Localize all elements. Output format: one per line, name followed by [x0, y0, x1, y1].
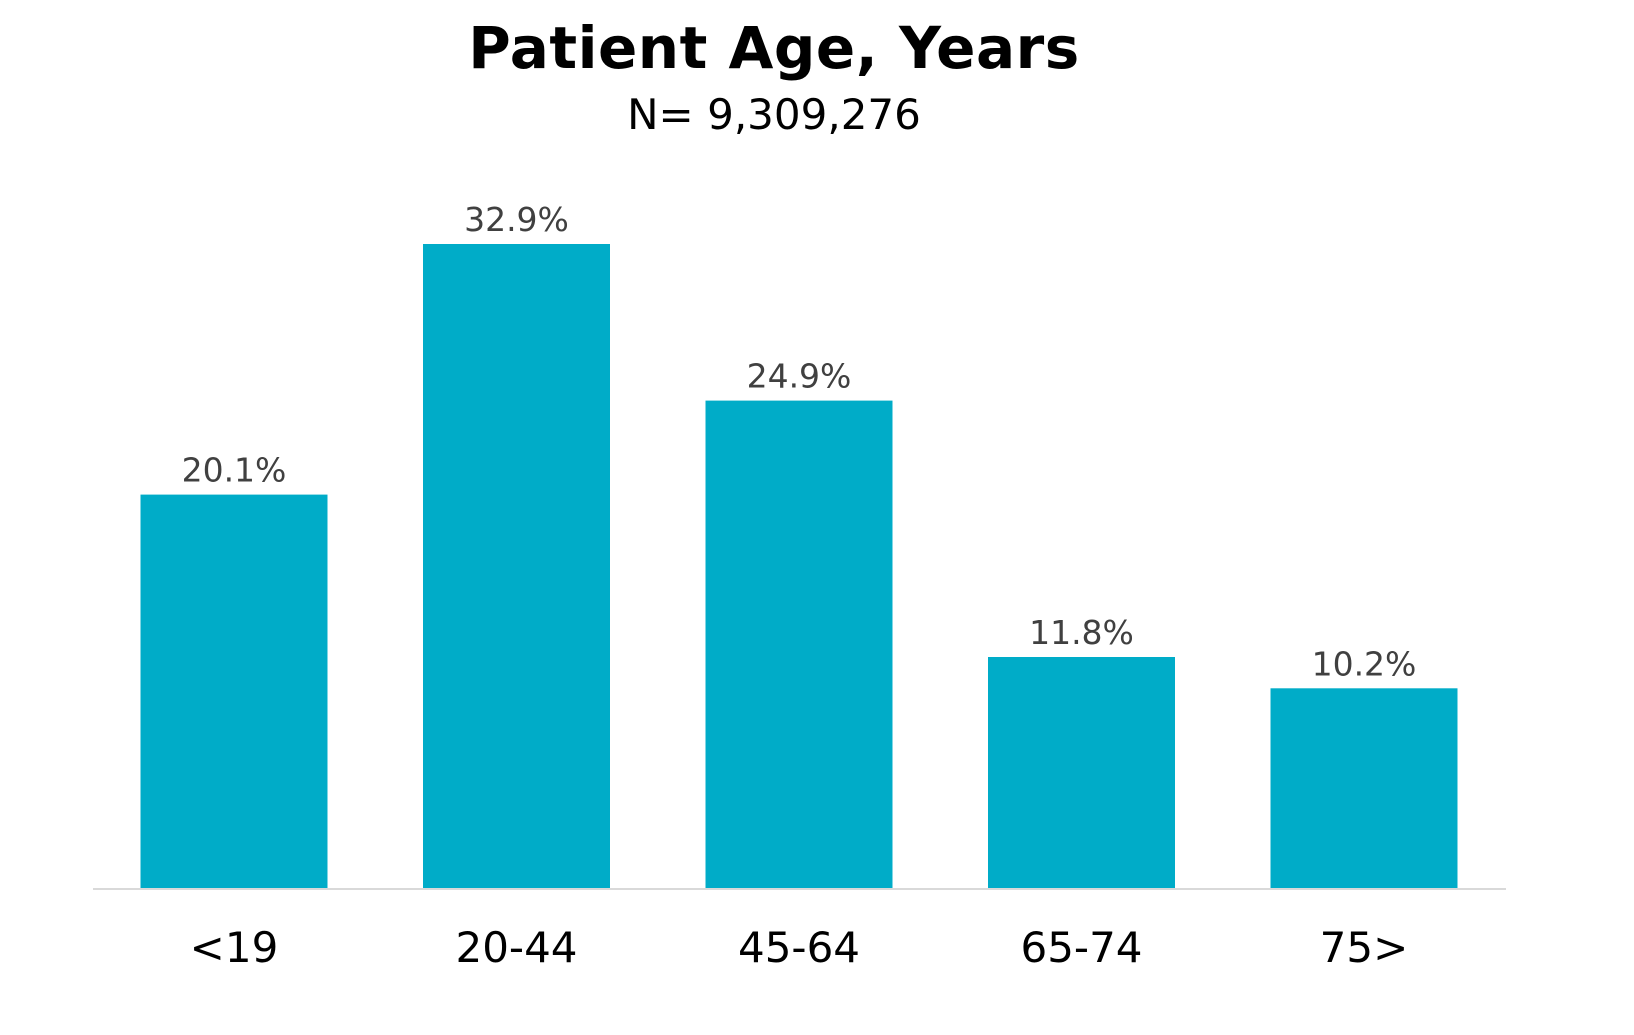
- x-tick-label: <19: [190, 923, 279, 972]
- bar-<19: [140, 494, 328, 888]
- bar-75>: [1270, 688, 1458, 888]
- x-tick-label: 75>: [1320, 923, 1409, 972]
- bars-layer: [140, 244, 1458, 888]
- chart-title: Patient Age, Years: [468, 14, 1080, 82]
- data-label: 20.1%: [182, 451, 287, 490]
- x-tick-label: 65-74: [1020, 923, 1142, 972]
- bar-65-74: [988, 657, 1175, 888]
- bar-20-44: [423, 244, 610, 888]
- x-tick-label: 45-64: [738, 923, 860, 972]
- data-label: 10.2%: [1312, 644, 1417, 683]
- data-label: 32.9%: [464, 200, 569, 239]
- x-tick-labels: <19 20-44 45-64 65-74 75>: [190, 923, 1409, 972]
- data-label: 24.9%: [747, 357, 852, 396]
- labels-layer: 20.1% 32.9% 24.9% 11.8% 10.2%: [182, 200, 1417, 683]
- data-label: 11.8%: [1029, 613, 1134, 652]
- chart-subtitle: N= 9,309,276: [627, 90, 921, 139]
- x-tick-label: 20-44: [455, 923, 577, 972]
- bar-45-64: [705, 400, 893, 888]
